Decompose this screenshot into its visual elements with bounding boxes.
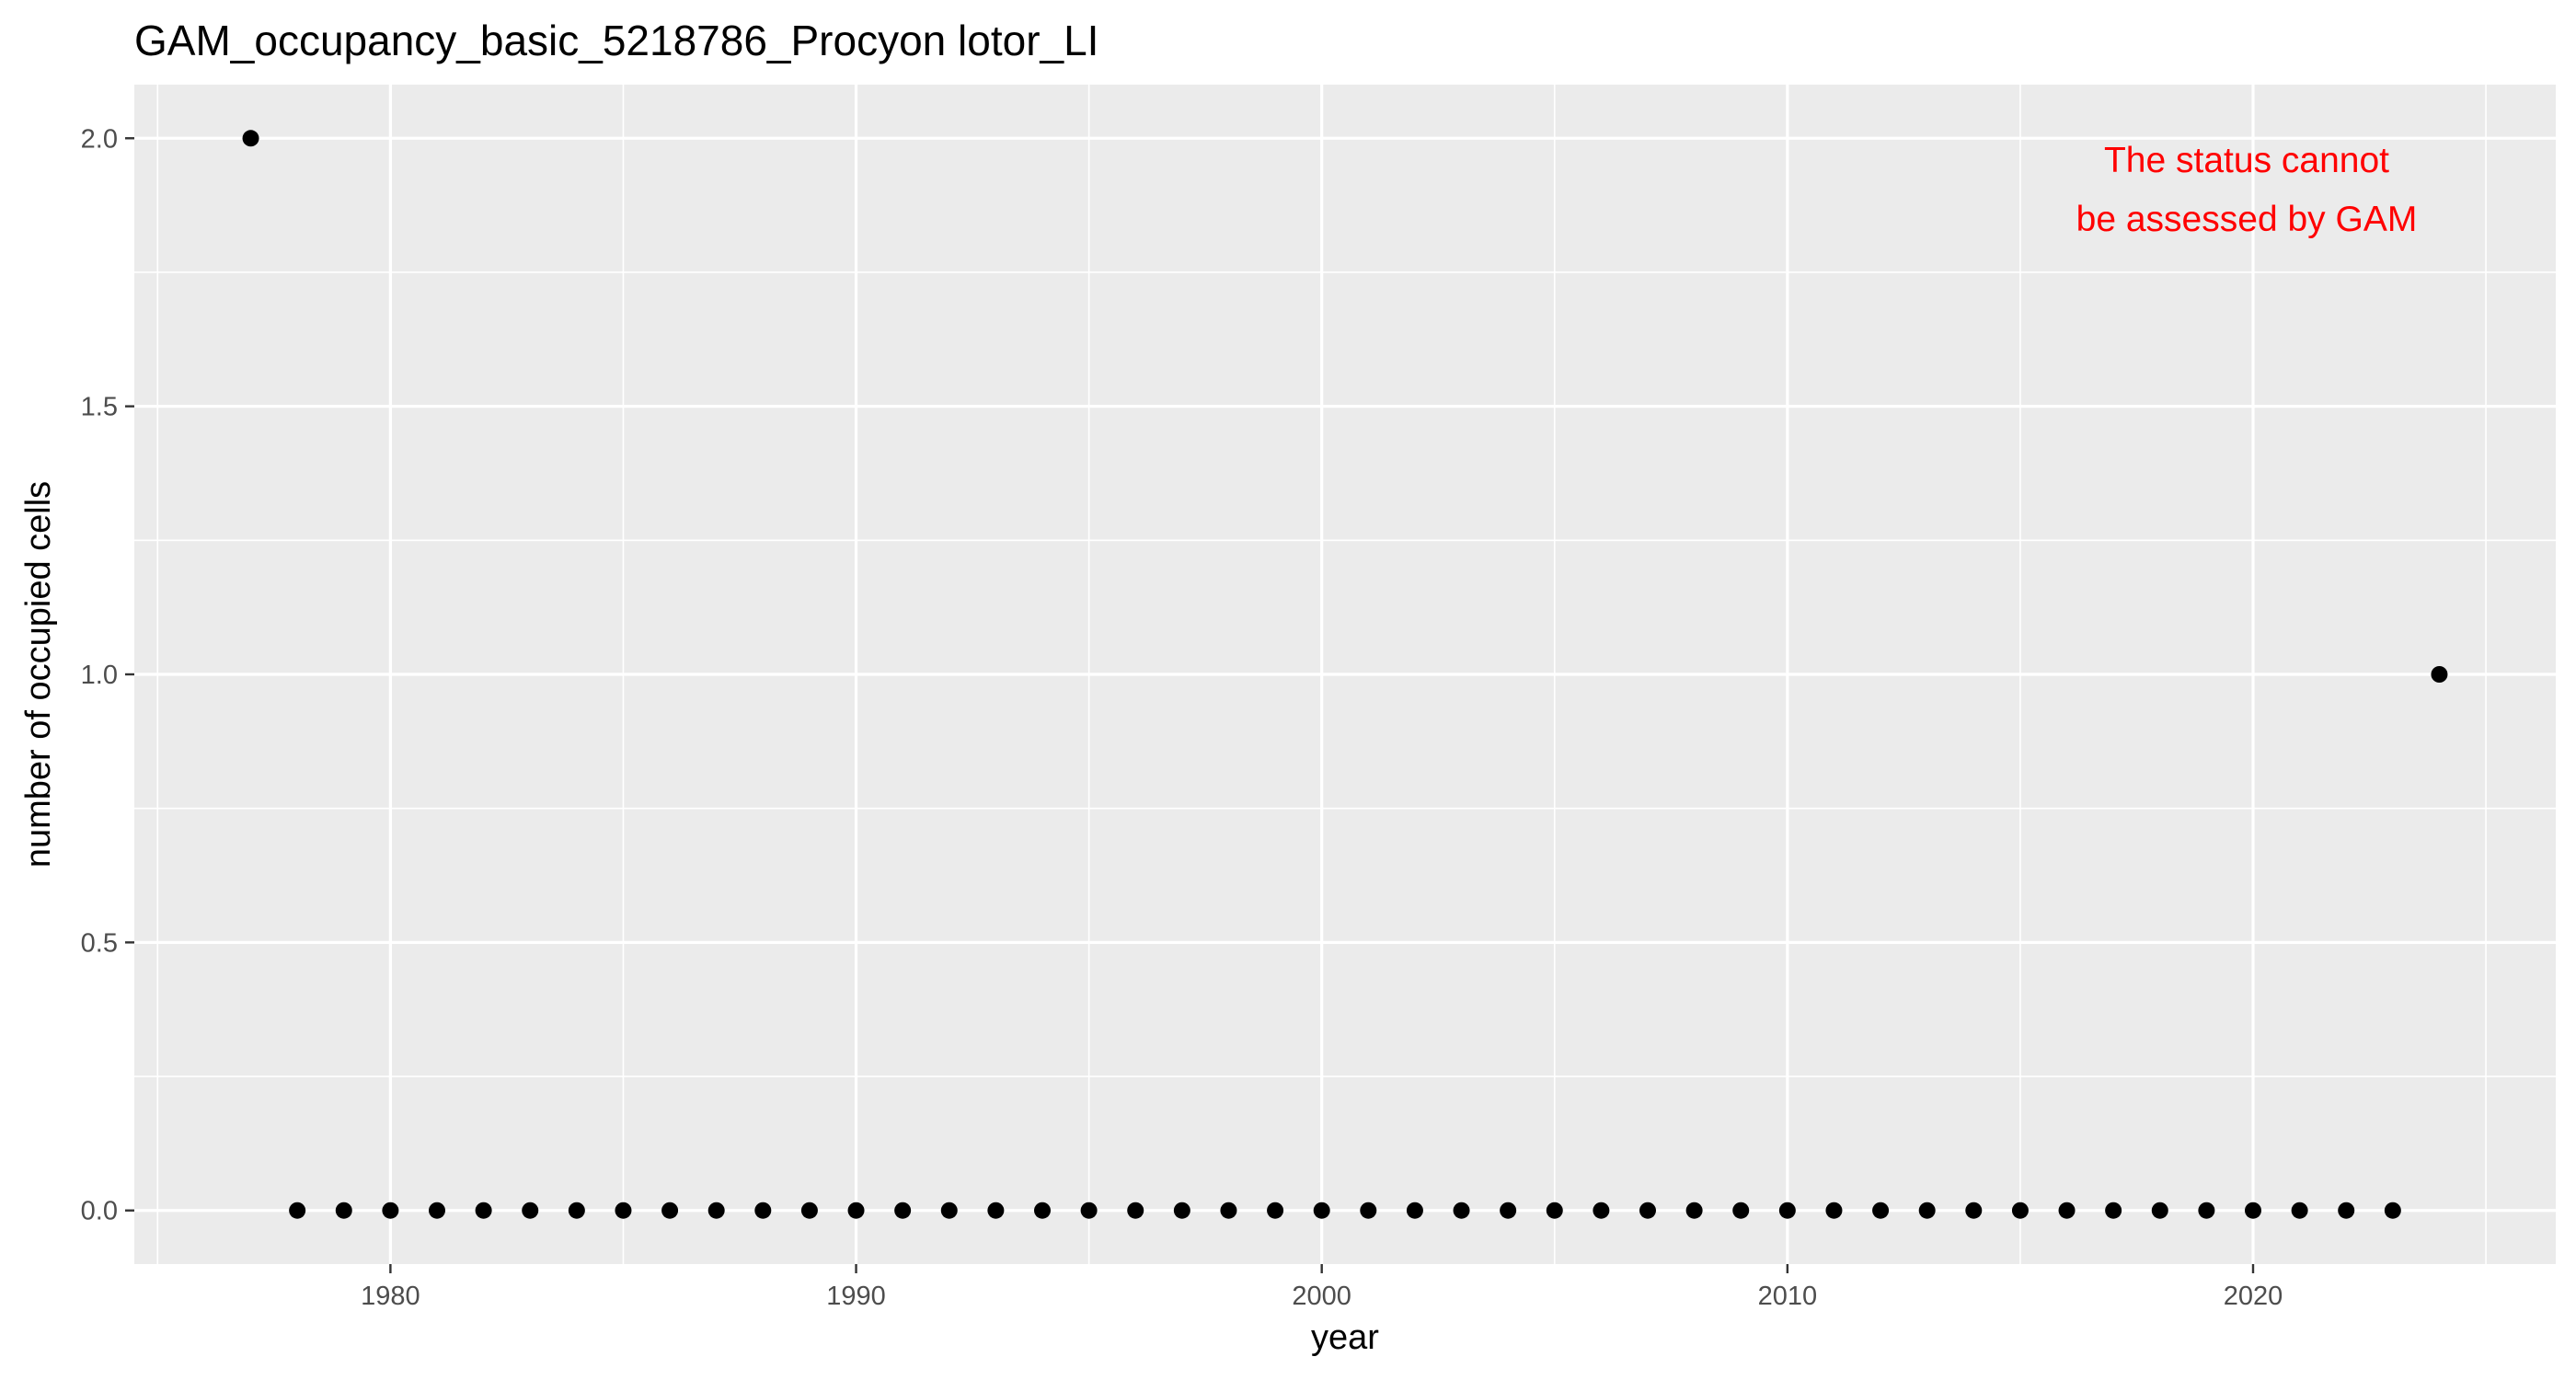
data-point (289, 1202, 306, 1219)
data-point (1685, 1202, 1703, 1219)
data-point (2011, 1202, 2029, 1219)
annotation-line-1: The status cannot (2104, 141, 2389, 180)
chart-title: GAM_occupancy_basic_5218786_Procyon loto… (134, 17, 1098, 64)
data-point (2105, 1202, 2122, 1219)
data-point (1965, 1202, 1983, 1219)
data-point (754, 1202, 772, 1219)
y-tick-label: 2.0 (81, 124, 118, 154)
data-point (1127, 1202, 1144, 1219)
data-point (1313, 1202, 1330, 1219)
data-point (382, 1202, 399, 1219)
y-tick-label: 0.0 (81, 1197, 118, 1226)
x-tick-label: 2010 (1758, 1282, 1818, 1311)
data-point (2384, 1202, 2401, 1219)
data-point (987, 1202, 1005, 1219)
data-point (615, 1202, 632, 1219)
data-point (429, 1202, 445, 1219)
y-tick-label: 1.0 (81, 661, 118, 690)
data-point (940, 1202, 958, 1219)
data-point (1500, 1202, 1517, 1219)
y-tick-label: 0.5 (81, 928, 118, 958)
data-point (1593, 1202, 1610, 1219)
data-point (1918, 1202, 1936, 1219)
data-point (2245, 1202, 2261, 1219)
data-point (707, 1202, 725, 1219)
data-point (1639, 1202, 1656, 1219)
y-tick-label: 1.5 (81, 393, 118, 422)
data-point (1778, 1202, 1796, 1219)
data-points (242, 130, 2448, 1219)
data-point (1360, 1202, 1377, 1219)
data-point (661, 1202, 679, 1219)
data-point (1080, 1202, 1098, 1219)
data-point (1872, 1202, 1890, 1219)
data-point (1453, 1202, 1470, 1219)
x-axis-title: year (1311, 1318, 1379, 1357)
data-point (1732, 1202, 1750, 1219)
y-axis: 0.0 0.5 1.0 1.5 2.0 (81, 124, 134, 1226)
data-point (2338, 1202, 2355, 1219)
minor-gridlines (134, 85, 2556, 1264)
data-point (800, 1202, 818, 1219)
data-point (2431, 666, 2448, 683)
data-point (1825, 1202, 1843, 1219)
data-point (475, 1202, 492, 1219)
data-point (2151, 1202, 2168, 1219)
data-point (2198, 1202, 2215, 1219)
data-point (847, 1202, 865, 1219)
data-point (1173, 1202, 1190, 1219)
y-axis-title: number of occupied cells (19, 481, 58, 868)
x-tick-label: 2000 (1292, 1282, 1351, 1311)
data-point (522, 1202, 539, 1219)
x-tick-label: 2020 (2224, 1282, 2283, 1311)
data-point (1546, 1202, 1563, 1219)
status-annotation: The status cannot be assessed by GAM (2076, 141, 2418, 239)
data-point (568, 1202, 585, 1219)
data-point (242, 130, 259, 147)
annotation-line-2: be assessed by GAM (2076, 200, 2418, 239)
data-point (894, 1202, 912, 1219)
data-point (335, 1202, 352, 1219)
x-tick-label: 1980 (361, 1282, 420, 1311)
x-tick-label: 1990 (826, 1282, 886, 1311)
data-point (1034, 1202, 1051, 1219)
x-axis: 1980 1990 2000 2010 2020 (361, 1264, 2283, 1311)
data-point (2291, 1202, 2308, 1219)
data-point (2058, 1202, 2076, 1219)
data-point (1220, 1202, 1237, 1219)
data-point (1406, 1202, 1423, 1219)
data-point (1267, 1202, 1284, 1219)
